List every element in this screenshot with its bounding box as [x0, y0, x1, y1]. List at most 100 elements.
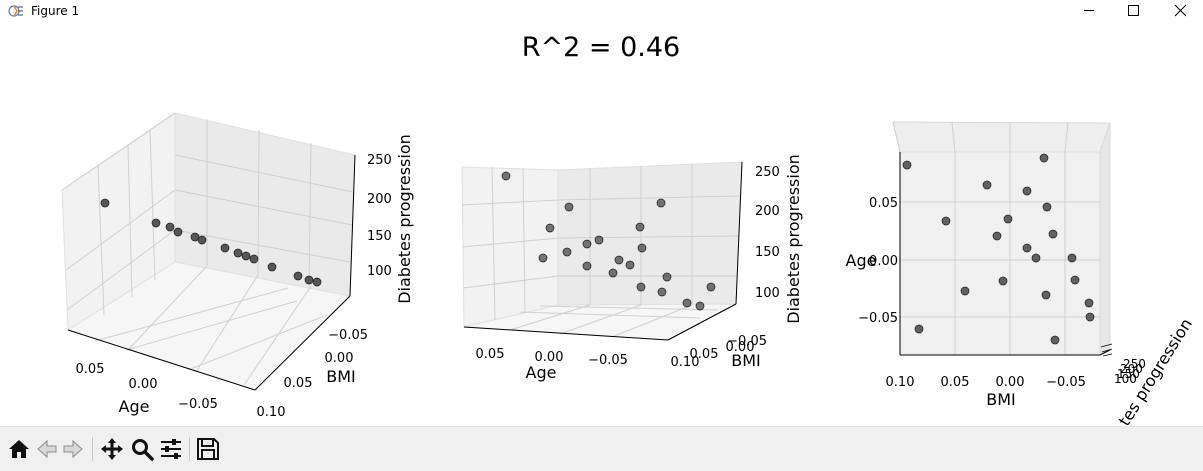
toolbar-separator [92, 437, 93, 461]
figure-suptitle: R^2 = 0.46 [522, 32, 680, 63]
data-point [545, 223, 555, 233]
subplot-3-ytick: 0.05 [869, 196, 898, 211]
data-point [960, 286, 970, 296]
subplot-3-back-pane [899, 151, 1101, 356]
window-title: Figure 1 [31, 4, 80, 18]
pan-icon [101, 438, 123, 460]
data-point [100, 198, 110, 208]
subplot-3-ztick: 150 [1117, 367, 1140, 381]
subplot-1-axis-lines [67, 154, 356, 391]
data-point [582, 239, 592, 249]
data-point [233, 248, 243, 258]
zoom-icon [132, 439, 154, 461]
data-point [1084, 298, 1094, 308]
data-point [635, 222, 645, 232]
subplot-2-zlabel: Diabetes progression [784, 154, 803, 324]
data-point [1039, 153, 1049, 163]
back-button[interactable] [34, 436, 60, 462]
minimize-button[interactable] [1066, 0, 1112, 22]
navigation-toolbar [0, 426, 1203, 471]
data-point [1070, 275, 1080, 285]
subplot-3-ztick: 250 [1123, 357, 1146, 371]
data-point [1085, 312, 1095, 322]
data-point [501, 171, 511, 181]
forward-icon [63, 439, 83, 459]
subplot-2-ztick: 150 [755, 245, 780, 260]
forward-button[interactable] [60, 436, 86, 462]
close-icon [1174, 4, 1187, 17]
subplot-3-xtick: −0.05 [1046, 375, 1086, 390]
zoom-button[interactable] [129, 436, 155, 462]
subplot-3-ylabel: Age [846, 251, 877, 270]
subplot-3-ztick: 200 [1120, 362, 1143, 376]
home-button[interactable] [6, 436, 32, 462]
configure-subplots-icon [161, 439, 181, 459]
save-icon [197, 438, 219, 460]
subplot-3-xtick: 0.05 [941, 375, 970, 390]
subplot-3-xlabel: BMI [986, 390, 1016, 409]
subplot-1-zlabel: Diabetes progression [395, 134, 414, 304]
maximize-button[interactable] [1110, 0, 1156, 22]
data-point [1031, 253, 1041, 263]
subplot-1-ztick: 100 [367, 264, 392, 279]
data-point [941, 216, 951, 226]
pan-button[interactable] [99, 436, 125, 462]
subplot-2-left-pane [461, 166, 559, 328]
data-point [902, 160, 912, 170]
subplot-2-axis-lines [463, 161, 743, 341]
subplot-3-panes [892, 121, 1111, 356]
subplot-1-xlabel: Age [119, 397, 150, 416]
subplot-2: 0.05 0.00 −0.05 −0.05 0.00 0.05 0.10 100… [461, 154, 803, 382]
data-point [173, 227, 183, 237]
minimize-icon [1084, 10, 1094, 11]
data-point [998, 276, 1008, 286]
toolbar-separator [189, 437, 190, 461]
subplot-2-xtick: 0.00 [535, 350, 564, 365]
subplot-2-ylabel: BMI [731, 351, 761, 370]
figure-canvas[interactable]: R^2 = 0.46 0.05 0.00 −0.05 −0.05 0.00 [0, 22, 1203, 426]
subplot-3-grid [892, 121, 1100, 355]
data-point [312, 277, 322, 287]
data-point [1022, 243, 1032, 253]
subplot-3-axis-lines [899, 152, 1113, 357]
data-point [657, 287, 667, 297]
data-point [562, 247, 572, 257]
subplot-3-ytick: −0.05 [858, 311, 898, 326]
subplot-3-points [902, 153, 1095, 345]
subplot-1-points [100, 198, 322, 287]
subplot-2-xtick: 0.05 [476, 347, 505, 362]
subplot-3-top-pane [892, 121, 1111, 153]
subplot-3-ytick: 0.00 [869, 254, 898, 269]
home-icon [9, 440, 29, 458]
subplot-1-xtick: 0.00 [129, 377, 158, 392]
data-point [197, 235, 207, 245]
subplot-2-ztick: 250 [755, 165, 780, 180]
data-point [293, 271, 303, 281]
subplot-2-ytick: 0.10 [671, 355, 700, 370]
data-point [1022, 186, 1032, 196]
data-point [241, 251, 251, 261]
subplot-2-grid [461, 164, 741, 338]
data-point [625, 260, 635, 270]
subplot-2-ytick: −0.05 [727, 334, 767, 349]
subplot-3-xtick: 0.00 [996, 375, 1025, 390]
save-button[interactable] [195, 436, 221, 462]
data-point [220, 243, 230, 253]
close-button[interactable] [1157, 0, 1203, 22]
subplot-3: 0.10 0.05 0.00 −0.05 0.05 0.00 −0.05 100… [846, 121, 1196, 426]
subplot-2-ytick: 0.00 [726, 340, 755, 355]
maximize-icon [1128, 5, 1139, 16]
data-point [165, 222, 175, 232]
data-point [249, 254, 259, 264]
data-point [538, 253, 548, 263]
data-point [151, 218, 161, 228]
data-point [594, 235, 604, 245]
data-point [656, 198, 666, 208]
subplot-1-ylabel: BMI [326, 367, 356, 386]
subplot-1-ytick: 0.00 [325, 351, 354, 366]
subplot-2-back-pane [557, 161, 743, 306]
subplot-1-grid [61, 112, 354, 386]
data-point [992, 231, 1002, 241]
subplot-1-ztick: 200 [367, 192, 392, 207]
configure-subplots-button[interactable] [158, 436, 184, 462]
